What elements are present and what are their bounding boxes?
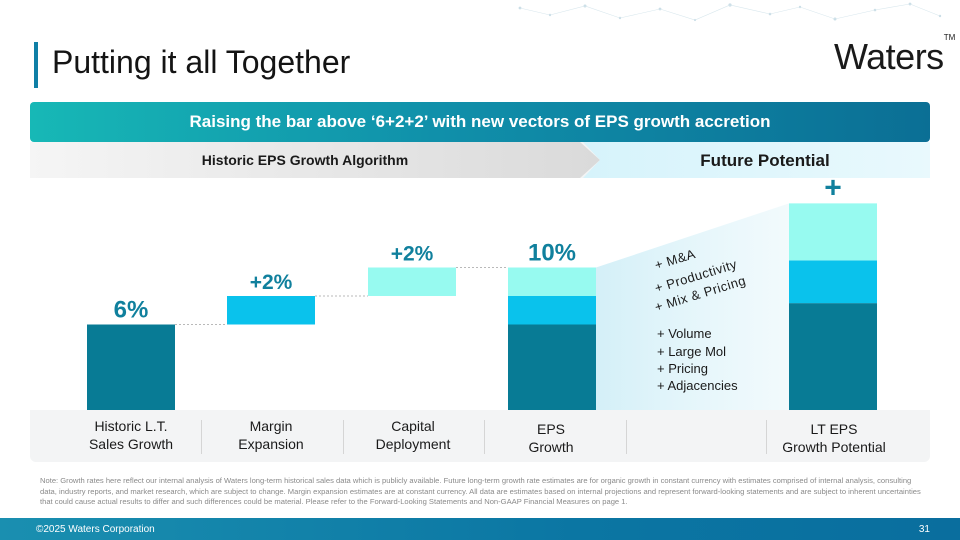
title-accent-bar: [34, 42, 38, 88]
category-divider: [201, 420, 202, 454]
category-label-line: Margin: [249, 418, 293, 434]
future-projection-fan: [596, 203, 789, 410]
category-label-capital-deployment: Capital Deployment: [353, 417, 473, 453]
footer-bar: [0, 518, 960, 540]
bar-segment: [508, 324, 596, 410]
disclaimer-note: Note: Growth rates here reflect our inte…: [40, 476, 921, 507]
category-label-line: EPS: [536, 421, 565, 437]
copyright: ©2025 Waters Corporation: [36, 524, 155, 535]
category-label-margin-expansion: Margin Expansion: [211, 417, 331, 453]
value-label: 6%: [114, 297, 149, 324]
driver-volume: + Volume: [657, 326, 712, 341]
category-label-line: Expansion: [238, 436, 304, 452]
category-label-line: LT EPS: [810, 421, 858, 437]
bar-segment: [789, 303, 877, 410]
bar-segment: [789, 203, 877, 261]
category-label-eps-growth: EPS Growth: [491, 420, 611, 456]
logo-text: Waters: [834, 36, 944, 77]
category-label-line: Sales Growth: [88, 436, 174, 452]
category-label-line: Deployment: [375, 436, 451, 452]
decorative-dots-pattern: [480, 0, 960, 26]
category-label-line: Historic L.T.: [94, 418, 168, 434]
bar-segment: [508, 267, 596, 296]
bar-segment: [508, 296, 596, 325]
category-divider: [343, 420, 344, 454]
algorithm-header-label: Historic EPS Growth Algorithm: [201, 152, 409, 168]
future-header-band: [583, 142, 930, 178]
chart-area: 6% +2% +2% 10% + + M&A + Productivity + Mix …: [30, 178, 930, 410]
category-label-line: Growth: [528, 439, 574, 455]
category-label-line: Capital: [391, 418, 435, 434]
driver-pricing: + Pricing: [657, 361, 708, 376]
category-label-lt-eps-growth-potential: LT EPS Growth Potential: [772, 420, 896, 456]
page-number: 31: [918, 524, 930, 535]
bar-segment: [368, 267, 456, 296]
value-label: +2%: [391, 243, 434, 266]
driver-large-mol: + Large Mol: [657, 344, 727, 359]
category-divider: [484, 420, 485, 454]
future-header-label: Future Potential: [700, 151, 830, 170]
bar-segment: [227, 296, 315, 325]
category-divider: [626, 420, 627, 454]
algorithm-header-arrow: [30, 142, 600, 178]
waterfall-chart: 6% +2% +2% 10% +: [87, 178, 877, 410]
driver-adjacencies: + Adjacencies: [657, 378, 738, 393]
category-label-line: Growth Potential: [782, 439, 886, 455]
value-label: +: [824, 178, 842, 204]
logo-trademark: TM: [943, 33, 956, 42]
slide-title: Putting it all Together: [52, 44, 351, 80]
waters-logo: WatersTM: [834, 33, 956, 78]
category-label-sales-growth: Historic L.T. Sales Growth: [71, 417, 191, 453]
category-divider: [766, 420, 767, 454]
value-label: +2%: [250, 271, 293, 294]
bar-segment: [87, 324, 175, 410]
value-label: 10%: [528, 240, 576, 267]
bar-segment: [789, 260, 877, 304]
headline-banner: Raising the bar above ‘6+2+2’ with new v…: [30, 102, 930, 142]
